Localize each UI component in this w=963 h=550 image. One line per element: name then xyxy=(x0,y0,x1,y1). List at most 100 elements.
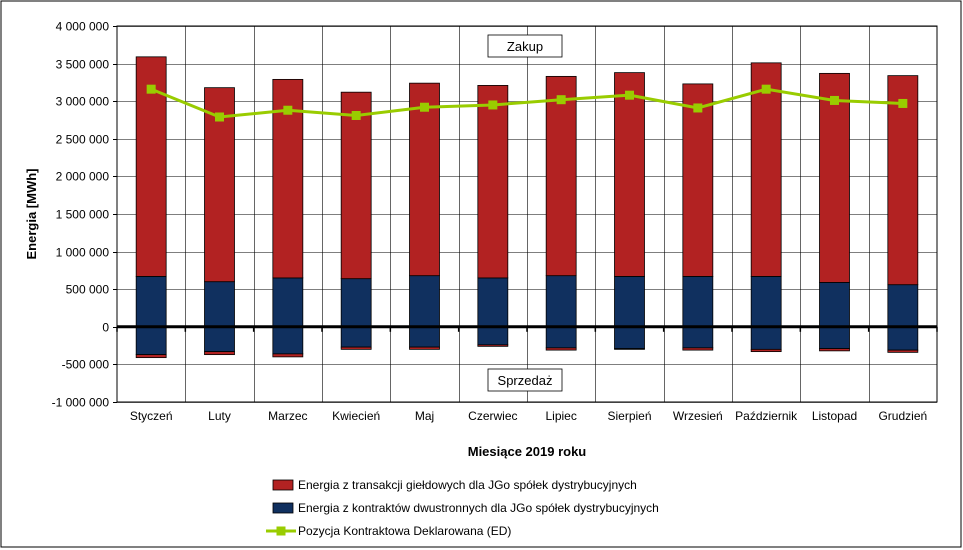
bar-exchange-positive xyxy=(340,91,372,280)
bar-bilateral-positive xyxy=(409,275,440,328)
bar-bilateral-positive xyxy=(545,275,577,328)
legend-item-bilateral-swatch xyxy=(272,502,294,514)
bar-bilateral-negative xyxy=(682,326,714,349)
grid xyxy=(116,25,938,403)
ed-point xyxy=(146,84,156,94)
y-tick-label: 2 000 000 xyxy=(56,170,110,184)
bar-bilateral-negative xyxy=(750,326,782,350)
ed-point xyxy=(761,84,771,94)
x-tick-label: Kwiecień xyxy=(332,409,380,423)
bar-bilateral-negative xyxy=(135,326,167,356)
y-tick-label: 1 000 000 xyxy=(56,246,110,260)
bar-exchange-positive xyxy=(819,72,850,283)
y-tick-label: -1 000 000 xyxy=(52,396,110,410)
ed-line xyxy=(150,87,903,119)
bar-bilateral-positive xyxy=(477,277,509,328)
bar-exchange-negative xyxy=(135,354,167,359)
bar-bilateral-positive xyxy=(682,276,714,328)
legend-item-ed-label: Pozycja Kontraktowa Deklarowana (ED) xyxy=(298,524,511,538)
legend-item-exchange-swatch xyxy=(272,479,294,491)
ed-point xyxy=(488,100,498,110)
bar-bilateral-negative xyxy=(819,326,850,350)
y-tick-label: 0 xyxy=(102,321,109,335)
bar-bilateral-negative xyxy=(204,326,235,353)
bar-bilateral-positive xyxy=(750,276,782,328)
ed-point xyxy=(898,98,908,108)
y-tick-label: 1 500 000 xyxy=(56,208,110,222)
bar-bilateral-positive xyxy=(887,284,919,328)
x-tick-label: Sierpień xyxy=(607,409,651,423)
bar-exchange-positive xyxy=(750,62,782,277)
x-tick-label: Grudzień xyxy=(878,409,927,423)
bar-exchange-positive xyxy=(887,75,919,286)
bar-bilateral-negative xyxy=(477,326,509,346)
bar-bilateral-negative xyxy=(272,326,304,355)
bar-bilateral-positive xyxy=(819,282,850,328)
bar-exchange-positive xyxy=(614,72,645,277)
y-axis-title: Energia [MWh] xyxy=(24,169,39,260)
ed-point xyxy=(420,102,429,112)
annotation-zakup-box xyxy=(487,34,563,58)
bar-bilateral-negative xyxy=(409,326,440,348)
axes: 4 000 000 3 500 000 3 000 000 2 500 000 2 00… xyxy=(52,20,938,423)
x-tick-label: Październik xyxy=(735,409,798,423)
annotation-sprzedaz-box xyxy=(487,368,563,392)
y-tick-label: 4 000 000 xyxy=(56,20,110,34)
x-tick-label: Marzec xyxy=(268,409,307,423)
bar-exchange-positive xyxy=(545,75,577,277)
bar-exchange-negative xyxy=(545,347,577,351)
bar-exchange-negative xyxy=(477,344,509,347)
legend-item-exchange-label: Energia z transakcji giełdowych dla JGo … xyxy=(298,478,637,492)
bar-exchange-negative xyxy=(682,347,714,351)
legend: Energia z transakcji giełdowych dla JGo … xyxy=(266,478,659,538)
bar-bilateral-positive xyxy=(204,281,235,328)
bar-bilateral-negative xyxy=(340,326,372,348)
ed-point xyxy=(351,110,361,120)
legend-item-bilateral-label: Energia z kontraktów dwustronnych dla JG… xyxy=(298,501,659,515)
y-tick-label: 3 500 000 xyxy=(56,58,110,72)
plot-area xyxy=(116,25,938,403)
bar-bilateral-positive xyxy=(340,278,372,328)
ed-point xyxy=(830,95,839,105)
bar-bilateral-negative xyxy=(545,326,577,349)
ed-point xyxy=(215,112,224,122)
legend-item-ed-swatch-marker xyxy=(276,526,286,536)
bar-bilateral-positive xyxy=(614,276,645,328)
bar-exchange-negative xyxy=(819,348,850,352)
bar-exchange-negative xyxy=(614,348,645,350)
ed-point xyxy=(556,95,566,105)
bar-exchange-negative xyxy=(204,351,235,356)
x-axis-title: Miesiące 2019 roku xyxy=(468,444,587,459)
x-tick-label: Listopad xyxy=(812,409,857,423)
y-tick-label: 500 000 xyxy=(66,283,110,297)
x-tick-label: Wrzesień xyxy=(673,409,723,423)
bar-exchange-positive xyxy=(477,85,509,279)
x-tick-label: Luty xyxy=(208,409,231,423)
bar-exchange-negative xyxy=(272,353,304,358)
y-tick-label: 3 000 000 xyxy=(56,95,110,109)
bar-bilateral-negative xyxy=(887,326,919,351)
annotation-sprzedaz-label: Sprzedaż xyxy=(498,373,553,388)
x-tick-label: Lipiec xyxy=(545,409,576,423)
x-tick-label: Maj xyxy=(415,409,434,423)
bar-bilateral-negative xyxy=(614,326,645,350)
bar-exchange-negative xyxy=(409,346,440,350)
x-tick-label: Styczeń xyxy=(130,409,173,423)
y-tick-label: -500 000 xyxy=(62,358,110,372)
y-tick-label: 2 500 000 xyxy=(56,133,110,147)
ed-point xyxy=(283,105,293,115)
bar-exchange-positive xyxy=(409,82,440,277)
annotation-zakup-label: Zakup xyxy=(507,39,543,54)
bar-exchange-negative xyxy=(887,349,919,353)
ed-line-series xyxy=(146,84,908,122)
ed-point xyxy=(625,90,634,100)
bar-exchange-negative xyxy=(340,346,372,350)
annotations: Zakup Sprzedaż xyxy=(487,34,563,392)
x-tick-label: Czerwiec xyxy=(468,409,517,423)
ed-point xyxy=(693,103,703,113)
bar-bilateral-positive xyxy=(272,277,304,328)
bar-exchange-negative xyxy=(750,348,782,353)
bar-bilateral-positive xyxy=(135,276,167,328)
